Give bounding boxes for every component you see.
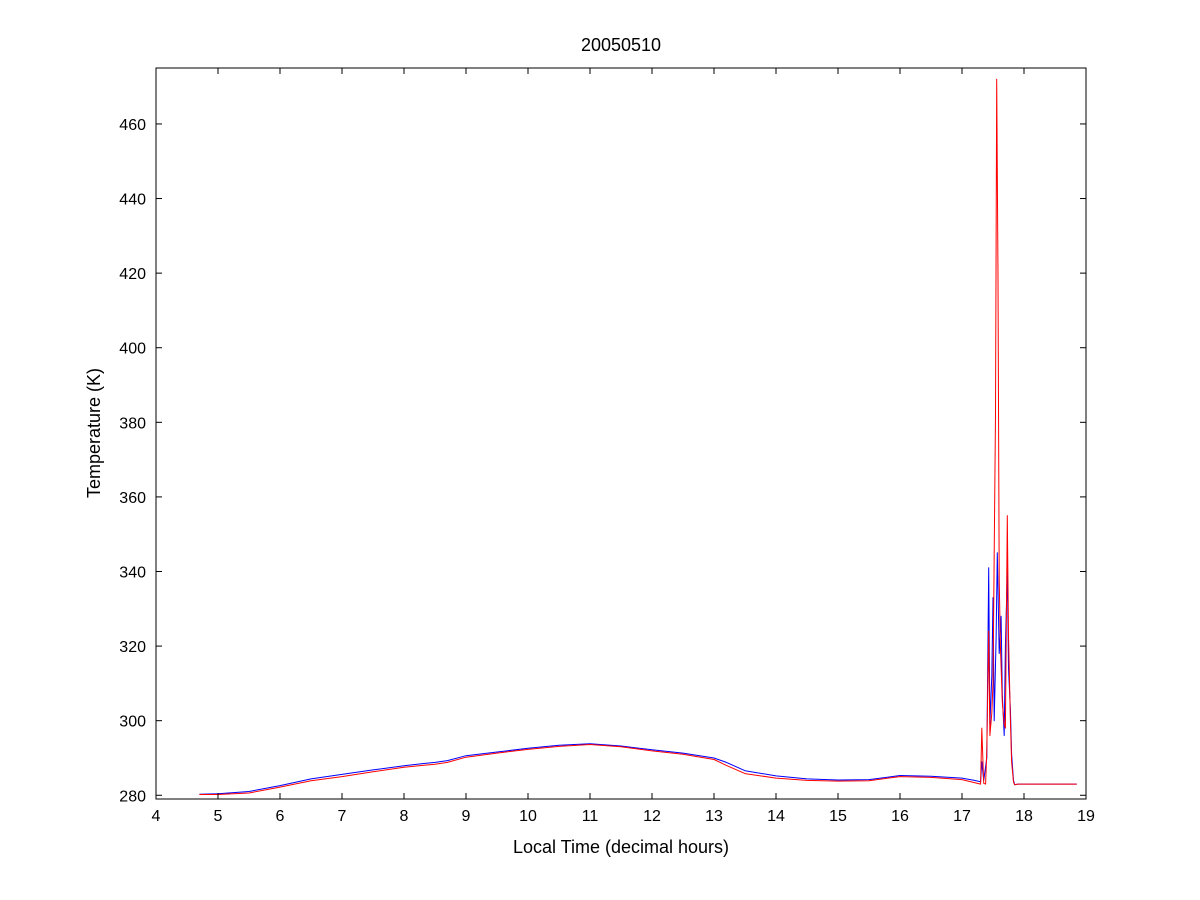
ticks-layer: 4 5 6 7 8 9 10 11 12 13 14 15 16 17 18 19 280 300 320 340 36… bbox=[119, 68, 1095, 825]
x-tick-label: 13 bbox=[705, 808, 723, 825]
y-axis-label: Temperature (K) bbox=[84, 368, 104, 498]
x-tick-label: 6 bbox=[276, 808, 285, 825]
series-line-2 bbox=[199, 78, 1077, 795]
y-tick-label: 320 bbox=[119, 639, 146, 656]
y-tick-label: 460 bbox=[119, 117, 146, 134]
x-tick-label: 8 bbox=[400, 808, 409, 825]
series-layer bbox=[199, 78, 1077, 795]
x-tick-label: 4 bbox=[152, 808, 161, 825]
x-tick-label: 14 bbox=[767, 808, 785, 825]
y-tick-label: 380 bbox=[119, 415, 146, 432]
plot-area bbox=[155, 67, 1087, 800]
x-tick-label: 19 bbox=[1077, 808, 1095, 825]
y-tick-label: 420 bbox=[119, 266, 146, 283]
y-tick-label: 360 bbox=[119, 490, 146, 507]
x-tick-label: 17 bbox=[953, 808, 971, 825]
y-tick-label: 300 bbox=[119, 714, 146, 731]
x-tick-label: 18 bbox=[1015, 808, 1033, 825]
x-axis-label: Local Time (decimal hours) bbox=[513, 837, 729, 857]
x-tick-label: 11 bbox=[582, 808, 599, 825]
x-tick-label: 5 bbox=[214, 808, 223, 825]
axes-box bbox=[155, 67, 1087, 800]
x-tick-label: 12 bbox=[643, 808, 661, 825]
y-tick-label: 340 bbox=[119, 564, 146, 581]
x-tick-label: 10 bbox=[519, 808, 537, 825]
x-tick-label: 7 bbox=[338, 808, 347, 825]
x-tick-label: 16 bbox=[891, 808, 909, 825]
y-tick-label: 280 bbox=[119, 788, 146, 805]
x-tick-label: 15 bbox=[829, 808, 847, 825]
x-tick-label: 9 bbox=[462, 808, 471, 825]
y-tick-label: 440 bbox=[119, 192, 146, 209]
y-tick-label: 400 bbox=[119, 341, 146, 358]
chart-title: 20050510 bbox=[581, 35, 661, 55]
